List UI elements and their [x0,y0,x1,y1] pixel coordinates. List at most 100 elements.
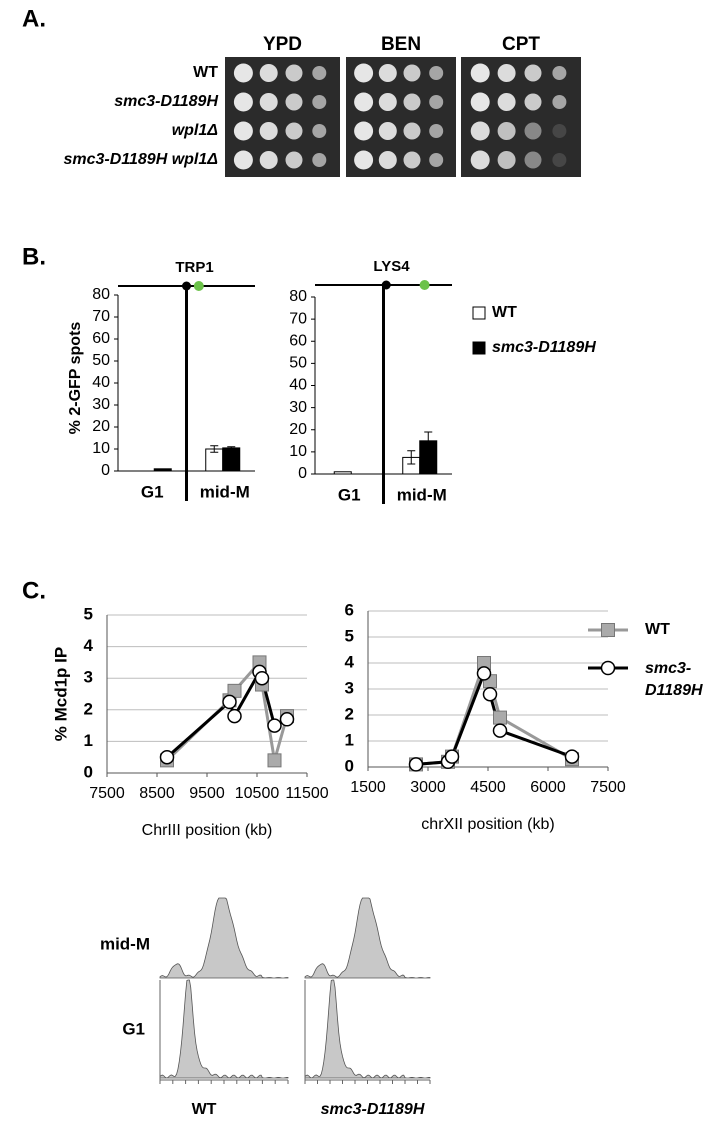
marker [444,749,460,764]
y-tick-label: 10 [289,443,307,460]
spot [552,66,567,80]
y-tick-label: 5 [345,626,354,645]
spot [312,124,327,138]
y-tick-label: 0 [298,465,307,482]
spot [312,153,327,167]
spot [378,122,397,140]
spot [524,122,542,140]
spot [497,151,516,169]
spot [285,64,303,82]
spot [378,93,397,111]
marker [492,723,508,738]
x-tick-label: G1 [338,485,361,504]
y-tick-label: 5 [84,604,93,623]
spot [429,153,444,167]
spot [285,151,303,169]
spot [497,64,516,82]
marker [254,670,270,686]
y-tick-label: 50 [289,355,307,372]
x-tick-label: mid-M [200,482,250,501]
y-tick-label: 4 [84,636,94,655]
error-bar [210,445,219,453]
y-tick-label: 1 [84,731,93,750]
error-bar [424,431,433,451]
gene-title: TRP1 [175,259,213,276]
spot [403,64,421,82]
y-tick-label: 4 [345,652,355,671]
x-tick-label: G1 [141,482,164,501]
spot [378,64,397,82]
histogram [304,897,431,979]
spot [497,122,516,140]
x-tick-label: 9500 [189,785,225,802]
spot [524,151,542,169]
spot [403,93,421,111]
histogram [159,897,289,979]
medium-label: YPD [263,34,302,55]
phase-label: G1 [122,1019,145,1038]
medium-label: BEN [381,34,421,55]
spot [429,95,444,109]
spot [259,93,278,111]
y-tick-label: 40 [289,377,307,394]
y-tick-label: 20 [92,418,110,435]
spot [524,64,542,82]
y-axis-title: % 2-GFP spots [67,322,84,435]
spot [470,92,490,112]
x-tick-label: 1500 [350,779,386,796]
marker [482,686,498,702]
spot [552,95,567,109]
phase-label: mid-M [100,934,150,953]
y-tick-label: 50 [92,352,110,369]
gfp-locus [193,281,204,291]
y-tick-label: 1 [345,730,354,749]
gfp-locus [419,280,430,290]
spot [552,124,567,138]
spot [524,93,542,111]
y-tick-label: 10 [92,440,110,457]
panel-label: C. [22,577,46,604]
strain-label: wpl1Δ [172,122,219,139]
y-tick-label: 30 [289,399,307,416]
panel-label: B. [22,243,46,270]
spot [312,66,327,80]
marker [564,749,580,764]
y-tick-label: 3 [345,678,354,697]
y-tick-label: 6 [345,600,354,619]
error-bar [227,446,236,450]
spot [470,150,490,170]
x-tick-label: 4500 [470,779,506,796]
spot [259,122,278,140]
spot [259,151,278,169]
y-tick-label: 2 [345,704,354,723]
spot [378,151,397,169]
gene-title: LYS4 [373,258,410,275]
y-tick-label: 60 [92,330,110,347]
y-tick-label: 0 [84,762,93,781]
legend-marker [601,623,615,637]
y-tick-label: 0 [101,462,110,479]
marker [279,712,295,727]
spot [354,63,374,83]
x-tick-label: 7500 [89,785,125,802]
legend-swatch [472,341,486,355]
spot [233,63,253,83]
x-tick-label: 11500 [285,785,328,802]
y-tick-label: 30 [92,396,110,413]
spot [233,150,253,170]
x-axis-title: chrXII position (kb) [421,816,554,833]
spot [497,93,516,111]
y-tick-label: 20 [289,421,307,438]
x-tick-label: mid-M [397,485,447,504]
spot [429,124,444,138]
y-tick-label: 80 [289,288,307,305]
spot [354,121,374,141]
spot [285,122,303,140]
spot [403,151,421,169]
y-tick-label: 3 [84,668,93,687]
spot [259,64,278,82]
x-tick-label: 6000 [530,779,566,796]
error-bar [407,450,416,465]
